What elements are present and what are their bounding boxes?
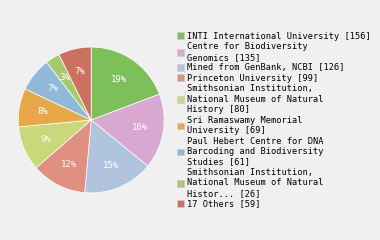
Legend: INTI International University [156], Centre for Biodiversity
Genomics [135], Min: INTI International University [156], Cen… (177, 32, 371, 208)
Wedge shape (47, 54, 91, 120)
Wedge shape (36, 120, 91, 193)
Wedge shape (19, 120, 91, 168)
Wedge shape (91, 47, 160, 120)
Text: 19%: 19% (111, 75, 127, 84)
Wedge shape (18, 89, 91, 127)
Text: 7%: 7% (47, 84, 58, 93)
Text: 9%: 9% (40, 135, 51, 144)
Text: 16%: 16% (132, 123, 148, 132)
Wedge shape (59, 47, 91, 120)
Text: 15%: 15% (103, 161, 119, 170)
Wedge shape (25, 62, 91, 120)
Wedge shape (85, 120, 148, 193)
Text: 8%: 8% (37, 107, 48, 116)
Text: 12%: 12% (60, 160, 77, 169)
Text: 7%: 7% (74, 67, 86, 76)
Text: 3%: 3% (60, 73, 70, 82)
Wedge shape (91, 94, 164, 166)
